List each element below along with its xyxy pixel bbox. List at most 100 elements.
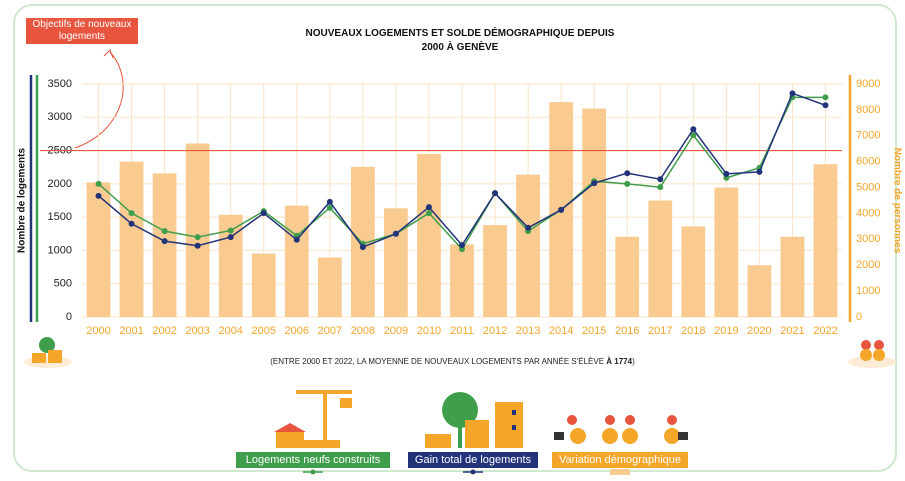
x-tick-label: 2017: [648, 325, 672, 337]
point: [162, 228, 168, 234]
bar: [681, 226, 705, 317]
legend-entry: Gain total de logements: [408, 452, 538, 468]
point: [789, 90, 795, 96]
icon-crane: [274, 390, 352, 448]
point: [261, 210, 267, 216]
point: [657, 184, 663, 190]
x-tick-label: 2015: [582, 325, 606, 337]
bar: [714, 188, 738, 317]
bar: [318, 257, 342, 317]
x-tick-label: 2014: [549, 325, 573, 337]
point: [195, 243, 201, 249]
y2-tick-label: 1000: [856, 285, 880, 297]
y-axis-label: Nombre de logements: [17, 148, 28, 253]
point: [822, 94, 828, 100]
point: [96, 181, 102, 187]
point: [624, 170, 630, 176]
legend-entry: Variation démographique: [552, 452, 688, 468]
y-tick-label: 3000: [48, 111, 72, 123]
y-tick-label: 0: [66, 311, 72, 323]
point: [393, 231, 399, 237]
bar: [252, 254, 276, 317]
point: [195, 234, 201, 240]
x-tick-label: 2004: [218, 325, 242, 337]
point: [459, 242, 465, 248]
point: [129, 210, 135, 216]
bar: [582, 109, 606, 317]
legend-swatch: [610, 469, 630, 475]
point: [657, 176, 663, 182]
y-tick-label: 1500: [48, 211, 72, 223]
x-tick-label: 2005: [251, 325, 275, 337]
x-tick-label: 2008: [351, 325, 375, 337]
x-tick-label: 2002: [152, 325, 176, 337]
x-tick-label: 2007: [318, 325, 342, 337]
x-tick-label: 2013: [516, 325, 540, 337]
chart-title: NOUVEAUX LOGEMENTS ET SOLDE DÉMOGRAPHIQU…: [300, 27, 620, 55]
y2-tick-label: 7000: [856, 130, 880, 142]
x-tick-label: 2006: [285, 325, 309, 337]
point: [756, 169, 762, 175]
annotation: Objectifs de nouveaux logements: [26, 18, 138, 44]
y2-tick-label: 2000: [856, 259, 880, 271]
y2-tick-label: 3000: [856, 233, 880, 245]
bar: [483, 225, 507, 317]
y2-tick-label: 8000: [856, 104, 880, 116]
point: [558, 207, 564, 213]
point: [327, 199, 333, 205]
x-tick-label: 2012: [483, 325, 507, 337]
point: [228, 227, 234, 233]
legend-swatch: [471, 470, 476, 475]
chart: 0500100015002000250030003500010002000300…: [0, 0, 905, 481]
icon-people: [554, 415, 688, 444]
x-tick-label: 2020: [747, 325, 771, 337]
x-tick-label: 2003: [185, 325, 209, 337]
bar: [516, 175, 540, 317]
y-tick-label: 1000: [48, 244, 72, 256]
bar: [814, 164, 838, 317]
bar: [153, 173, 177, 317]
point: [723, 171, 729, 177]
bar: [120, 162, 144, 317]
annotation-arrow: [75, 52, 123, 148]
icon-buildings: [425, 392, 523, 448]
note: (ENTRE 2000 ET 2022, LA MOYENNE DE NOUVE…: [0, 357, 905, 366]
point: [525, 225, 531, 231]
x-tick-label: 2001: [119, 325, 143, 337]
x-tick-label: 2011: [450, 325, 474, 337]
arrow-head: [104, 50, 113, 58]
point: [426, 210, 432, 216]
point: [360, 244, 366, 250]
page: 0500100015002000250030003500010002000300…: [0, 0, 905, 481]
point: [162, 238, 168, 244]
y2-tick-label: 4000: [856, 207, 880, 219]
note-emphasis: À 1774: [606, 357, 632, 366]
note-text: (ENTRE 2000 ET 2022, LA MOYENNE DE NOUVE…: [270, 357, 606, 366]
y2-axis-label: Nombre de personnes: [891, 148, 902, 254]
bar: [781, 237, 805, 317]
y-tick-label: 3500: [48, 78, 72, 90]
x-tick-label: 2022: [813, 325, 837, 337]
x-tick-label: 2010: [417, 325, 441, 337]
y2-tick-label: 9000: [856, 78, 880, 90]
point: [624, 181, 630, 187]
y-tick-label: 500: [54, 278, 72, 290]
bar: [186, 144, 210, 317]
point: [591, 180, 597, 186]
point: [96, 193, 102, 199]
point: [690, 126, 696, 132]
x-tick-label: 2021: [780, 325, 804, 337]
point: [228, 234, 234, 240]
y2-tick-label: 5000: [856, 181, 880, 193]
point: [426, 204, 432, 210]
bar: [285, 206, 309, 317]
x-tick-label: 2000: [86, 325, 110, 337]
x-tick-label: 2009: [384, 325, 408, 337]
point: [822, 102, 828, 108]
legend-swatch: [311, 470, 316, 475]
x-tick-label: 2018: [681, 325, 705, 337]
bar: [747, 265, 771, 317]
bar: [384, 208, 408, 317]
point: [294, 237, 300, 243]
legend-entry: Logements neufs construits: [236, 452, 390, 468]
